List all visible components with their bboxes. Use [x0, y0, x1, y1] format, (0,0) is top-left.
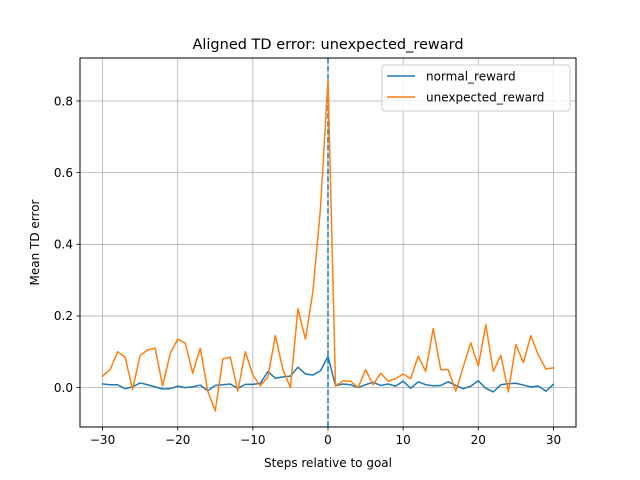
x-tick-label: 20: [471, 433, 486, 447]
legend-label-unexpected-reward: unexpected_reward: [426, 91, 544, 105]
y-tick-label: 0.2: [54, 309, 73, 323]
y-tick-label: 0.8: [54, 94, 73, 108]
x-axis-label: Steps relative to goal: [264, 456, 392, 470]
x-tick-label: −10: [240, 433, 265, 447]
x-tick-label: −20: [165, 433, 190, 447]
y-tick-label: 0.0: [54, 381, 73, 395]
series-lines: [101, 78, 555, 412]
series-line-unexpected-reward: [101, 78, 555, 412]
x-tick-label: 0: [324, 433, 332, 447]
legend-label-normal-reward: normal_reward: [426, 70, 516, 84]
y-axis-label: Mean TD error: [28, 199, 42, 285]
x-tick-label: 30: [546, 433, 561, 447]
x-tick-label: −30: [90, 433, 115, 447]
axis-ticks: −30 −20 −10 0 10 20 30 0.0 0.2 0.4 0.6 0.8: [54, 94, 561, 447]
y-tick-label: 0.6: [54, 166, 73, 180]
y-tick-label: 0.4: [54, 238, 73, 252]
chart-title: Aligned TD error: unexpected_reward: [192, 37, 463, 53]
series-line-normal-reward: [101, 355, 555, 393]
legend-box: [381, 64, 571, 112]
legend: normal_reward unexpected_reward: [381, 64, 571, 112]
x-tick-label: 10: [396, 433, 411, 447]
